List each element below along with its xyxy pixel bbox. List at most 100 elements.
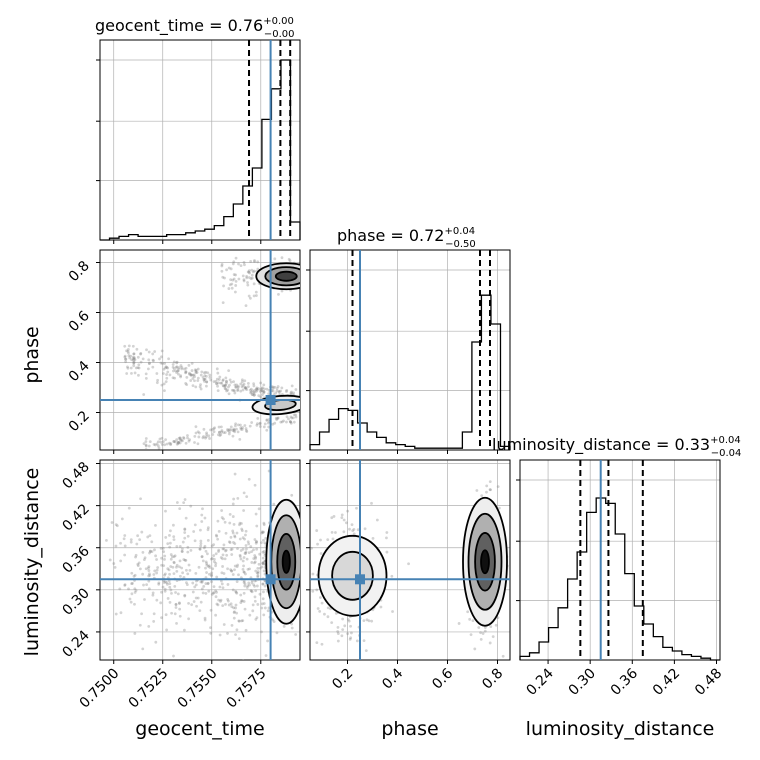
sample-point (252, 390, 256, 394)
y-tick-label-luminosity_distance: 0.24 (59, 627, 92, 660)
sample-point (189, 548, 193, 552)
sample-point (226, 599, 230, 603)
sample-point (199, 544, 203, 548)
sample-point (252, 282, 256, 286)
sample-point (232, 611, 236, 614)
sample-point (209, 608, 213, 612)
sample-point (200, 555, 204, 558)
sample-point (235, 383, 239, 387)
sample-point (279, 420, 283, 424)
sample-point (132, 574, 136, 578)
sample-point (246, 270, 250, 274)
sample-point (266, 639, 269, 643)
sample-point (146, 535, 150, 539)
sample-point (136, 366, 140, 370)
sample-point (262, 590, 265, 594)
sample-point (240, 527, 244, 531)
sample-point (215, 382, 219, 386)
sample-point (346, 632, 350, 636)
sample-point (334, 611, 338, 615)
sample-point (244, 533, 247, 537)
sample-point (224, 549, 227, 553)
y-tick-label-luminosity_distance: 0.48 (59, 459, 92, 492)
sample-point (209, 378, 213, 382)
sample-point (194, 431, 198, 435)
sample-point (229, 425, 233, 429)
panel-frame (99, 39, 301, 241)
sample-point (277, 293, 280, 296)
sample-point (181, 439, 184, 443)
sample-point (275, 418, 279, 421)
sample-point (165, 581, 169, 584)
sample-point (185, 583, 189, 587)
sample-point (290, 390, 293, 394)
sample-point (277, 390, 281, 394)
sample-point (212, 591, 216, 595)
sample-point (175, 563, 179, 567)
phase-vs-geocent-time-marks (123, 256, 300, 450)
sample-point (260, 393, 264, 397)
sample-point (151, 593, 155, 597)
sample-point (262, 523, 266, 527)
sample-point (239, 382, 243, 386)
sample-point (208, 373, 212, 377)
sample-point (250, 273, 254, 277)
sample-point (163, 580, 167, 584)
sample-point (168, 441, 171, 445)
sample-point (142, 583, 145, 587)
sample-point (123, 354, 127, 358)
sample-point (185, 383, 189, 387)
sample-point (253, 393, 257, 397)
sample-point (247, 581, 251, 585)
truth-marker (265, 395, 276, 405)
sample-point (182, 436, 185, 439)
sample-point (209, 557, 213, 561)
sample-point (275, 389, 279, 393)
sample-point (246, 568, 250, 571)
title-geocent-time: geocent_time = 0.76+0.00 −0.00 (95, 16, 295, 40)
sample-point (233, 424, 237, 428)
sample-point (355, 639, 359, 643)
sample-point (123, 344, 127, 348)
sample-point (124, 357, 128, 361)
sample-point (370, 501, 373, 505)
truth-marker (265, 574, 276, 585)
sample-point (165, 582, 169, 586)
sample-point (494, 623, 498, 627)
sample-point (233, 610, 236, 614)
sample-point (184, 371, 187, 375)
sample-point (193, 434, 197, 438)
sample-point (126, 365, 129, 369)
sample-point (242, 556, 246, 559)
sample-point (489, 625, 493, 629)
sample-point (216, 537, 220, 541)
sample-point (178, 559, 182, 563)
sample-point (184, 381, 188, 385)
sample-point (243, 607, 247, 611)
sample-point (229, 380, 233, 384)
sample-point (242, 591, 246, 595)
sample-point (218, 430, 221, 434)
sample-point (287, 417, 290, 421)
sample-point (363, 527, 367, 531)
sample-point (177, 372, 180, 376)
sample-point (256, 571, 260, 575)
sample-point (224, 376, 228, 380)
sample-point (342, 530, 346, 534)
sample-point (275, 387, 279, 390)
sample-point (210, 557, 214, 560)
sample-point (260, 630, 263, 634)
sample-point (236, 423, 240, 427)
sample-point (164, 613, 168, 617)
sample-point (108, 558, 112, 562)
sample-point (227, 385, 230, 389)
sample-point (234, 280, 238, 283)
sample-point (241, 547, 245, 551)
contour (251, 394, 300, 416)
sample-point (214, 533, 218, 537)
sample-point (236, 496, 240, 500)
sample-point (203, 516, 207, 520)
sample-point (182, 576, 186, 579)
sample-point (319, 552, 323, 555)
sample-point (239, 264, 243, 268)
